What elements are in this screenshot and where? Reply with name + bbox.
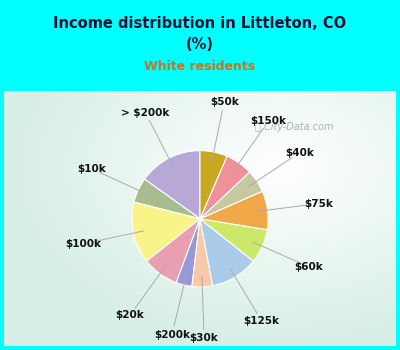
- Wedge shape: [132, 202, 200, 261]
- Wedge shape: [200, 219, 267, 261]
- Text: White residents: White residents: [144, 60, 256, 72]
- Text: $20k: $20k: [116, 310, 144, 320]
- Text: $125k: $125k: [244, 316, 280, 326]
- Text: $50k: $50k: [210, 97, 238, 107]
- Wedge shape: [144, 150, 200, 219]
- Text: $150k: $150k: [250, 116, 286, 126]
- Text: $30k: $30k: [190, 333, 218, 343]
- Wedge shape: [200, 219, 253, 286]
- Wedge shape: [147, 219, 200, 282]
- Text: $100k: $100k: [66, 239, 102, 249]
- Wedge shape: [176, 219, 200, 286]
- Text: Income distribution in Littleton, CO: Income distribution in Littleton, CO: [54, 16, 346, 31]
- Text: > $200k: > $200k: [121, 108, 170, 118]
- Wedge shape: [200, 172, 262, 219]
- Text: $200k: $200k: [154, 330, 190, 340]
- Text: $75k: $75k: [304, 198, 333, 209]
- Text: $40k: $40k: [285, 148, 314, 158]
- Text: ⓘ City-Data.com: ⓘ City-Data.com: [255, 122, 334, 132]
- Wedge shape: [192, 219, 213, 287]
- Wedge shape: [134, 179, 200, 219]
- Wedge shape: [200, 191, 268, 230]
- Text: $60k: $60k: [295, 262, 324, 272]
- Text: (%): (%): [186, 37, 214, 52]
- Text: $10k: $10k: [77, 164, 106, 174]
- Wedge shape: [200, 156, 250, 219]
- Wedge shape: [200, 150, 227, 219]
